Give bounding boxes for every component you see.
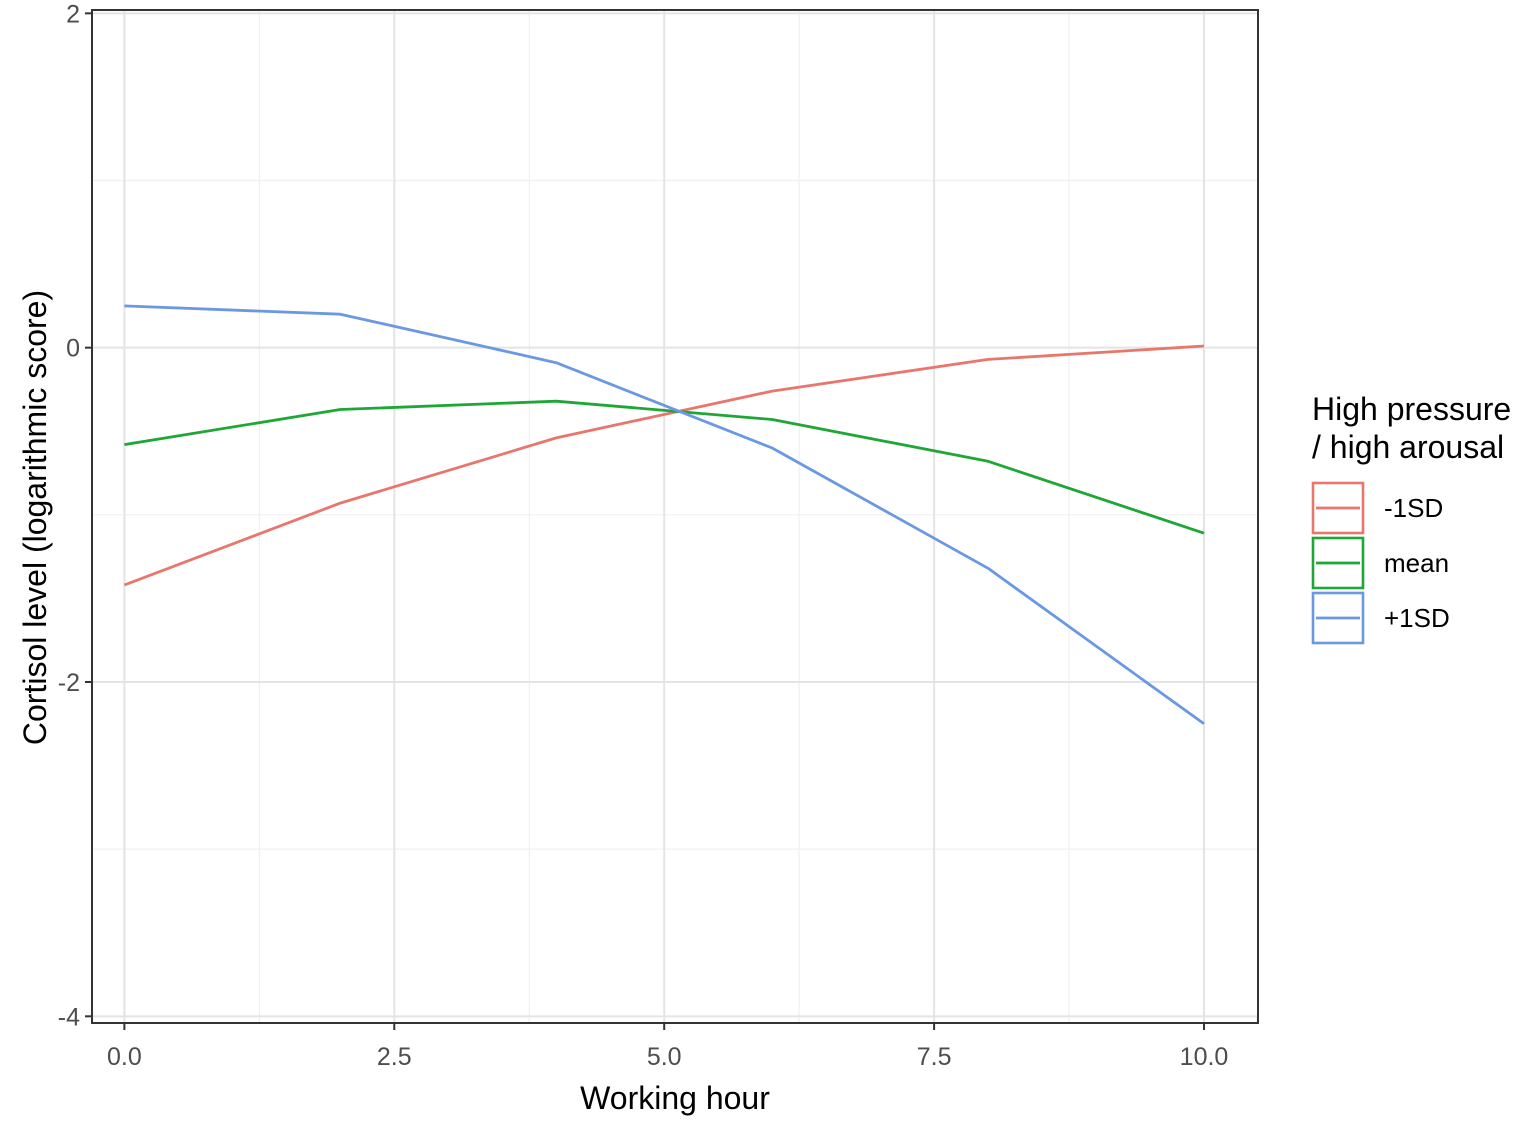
y-tick-label: 2: [66, 0, 80, 28]
legend-item-mean: mean: [1311, 536, 1449, 590]
x-tick-label: 0.0: [107, 1043, 142, 1071]
major-gridlines: [92, 10, 1258, 1023]
y-tick-label: -2: [58, 669, 80, 697]
legend-title-line-1: High pressure: [1312, 391, 1511, 427]
legend-title-line-2: / high arousal: [1312, 429, 1504, 465]
y-tick-label: -4: [58, 1003, 80, 1031]
x-tick-label: 10.0: [1180, 1043, 1229, 1071]
legend-label-+1SD: +1SD: [1384, 603, 1450, 633]
y-axis: -4 -2 0 2: [58, 0, 92, 1031]
minor-gridlines: [92, 10, 1258, 1023]
x-tick-label: 2.5: [377, 1043, 412, 1071]
series-line-+1SD: [124, 304, 1205, 725]
legend: High pressure / high arousal -1SD mean +1S…: [1311, 391, 1511, 645]
series-line-mean: [124, 399, 1205, 535]
series-line--1SD: [123, 344, 1205, 587]
y-tick-label: 0: [66, 335, 80, 363]
legend-label--1SD: -1SD: [1384, 493, 1443, 523]
x-tick-label: 7.5: [917, 1043, 952, 1071]
legend-item-+1SD: +1SD: [1311, 591, 1450, 645]
x-tick-label: 5.0: [647, 1043, 682, 1071]
series-lines: [123, 304, 1205, 725]
legend-label-mean: mean: [1384, 548, 1449, 578]
x-axis-title: Working hour: [580, 1080, 770, 1116]
plot-panel-border: [91, 9, 1259, 1024]
x-axis: 0.0 2.5 5.0 7.5 10.0: [107, 1023, 1228, 1071]
y-axis-title: Cortisol level (logarithmic score): [17, 290, 53, 745]
legend-item--1SD: -1SD: [1311, 481, 1443, 535]
legend-items: -1SD mean +1SD: [1311, 481, 1450, 645]
